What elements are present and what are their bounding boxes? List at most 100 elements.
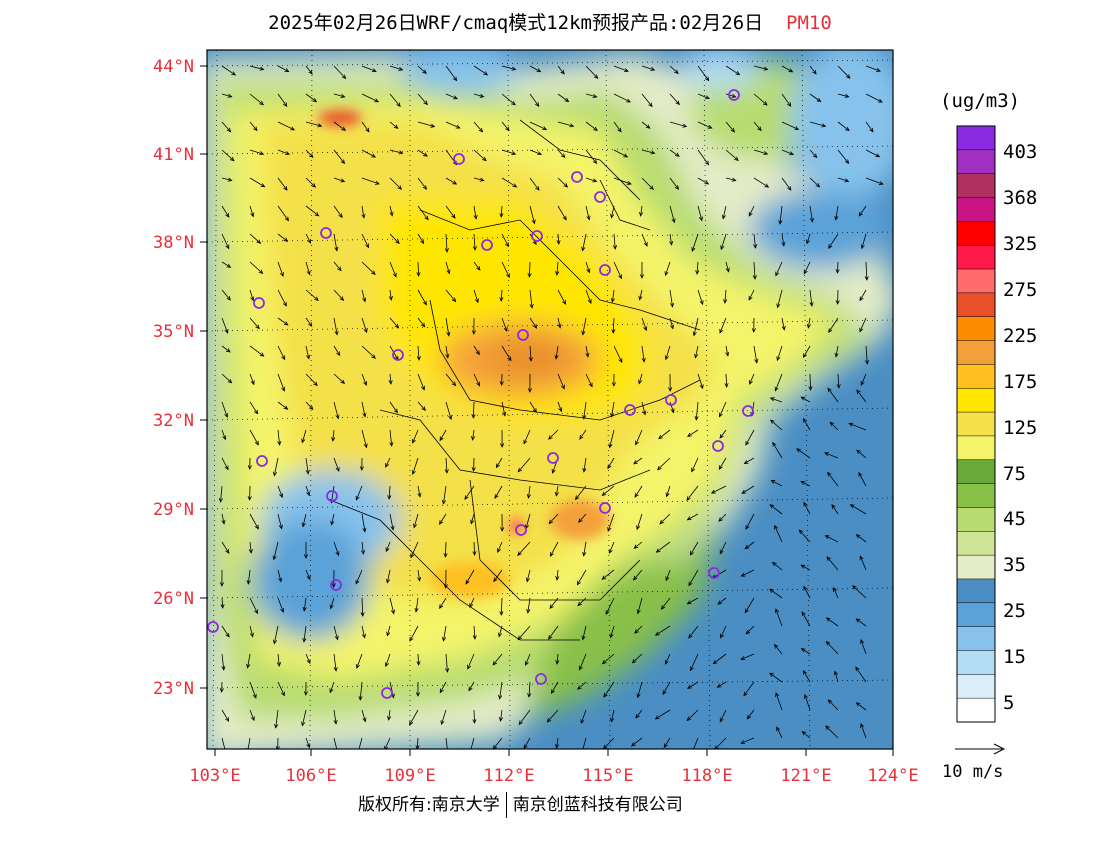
wind-arrow xyxy=(529,177,540,191)
wind-arrow xyxy=(415,681,421,697)
wind-arrow xyxy=(501,345,512,362)
city-markers xyxy=(207,89,754,699)
wind-arrow xyxy=(443,569,448,589)
wind-arrow xyxy=(221,373,233,384)
wind-arrow xyxy=(801,611,811,627)
wind-arrow xyxy=(775,608,783,627)
colorbar-label: 275 xyxy=(1003,279,1037,301)
wind-arrow xyxy=(493,569,503,583)
wind-arrow xyxy=(802,417,811,431)
wind-arrow xyxy=(333,653,338,672)
wind-arrow xyxy=(613,93,631,103)
wind-arrow xyxy=(246,653,251,669)
wind-arrow xyxy=(417,93,428,106)
wind-arrow xyxy=(578,513,587,523)
wind-arrow xyxy=(710,485,727,494)
wind-arrow xyxy=(837,121,850,132)
wind-arrow xyxy=(249,261,264,275)
wind-arrow xyxy=(411,429,419,444)
city-marker xyxy=(728,89,740,101)
wind-arrow xyxy=(776,726,783,739)
wind-arrow xyxy=(221,709,230,722)
wind-arrow xyxy=(305,317,313,327)
wind-arrow xyxy=(753,65,769,71)
city-marker xyxy=(624,404,636,416)
wind-arrow xyxy=(697,121,713,129)
wind-arrow xyxy=(249,401,259,415)
wind-arrow xyxy=(781,121,800,130)
wind-arrow xyxy=(529,65,542,73)
lat-tick-label: 29°N xyxy=(153,500,194,520)
wind-arrow xyxy=(753,93,768,106)
wind-arrow xyxy=(585,177,598,183)
city-marker xyxy=(326,490,338,502)
wind-arrow xyxy=(249,205,255,218)
wind-arrow xyxy=(808,373,813,391)
wind-arrow xyxy=(218,485,223,503)
wind-arrow xyxy=(752,261,757,280)
wind-arrow xyxy=(517,457,531,473)
wind-arrow xyxy=(389,261,397,278)
colorbar-swatch xyxy=(957,388,995,413)
colorbar-label: 75 xyxy=(1003,463,1026,485)
wind-arrow xyxy=(686,597,699,605)
wind-arrow xyxy=(305,121,323,128)
wind-arrow xyxy=(471,429,476,441)
wind-arrow xyxy=(389,317,400,329)
wind-arrow xyxy=(471,401,476,419)
wind-arrow xyxy=(748,205,755,217)
wind-arrow xyxy=(809,149,818,159)
wind-arrow xyxy=(473,177,485,182)
wind-arrow xyxy=(849,504,867,515)
wind-arrow xyxy=(529,205,536,225)
wind-arrow xyxy=(546,709,559,723)
wind-arrow xyxy=(581,625,587,641)
wind-arrow xyxy=(778,205,783,225)
wind-arrow xyxy=(809,121,827,128)
wind-arrow xyxy=(529,121,548,131)
wind-arrow xyxy=(582,401,587,420)
wind-arrow xyxy=(641,65,656,71)
wind-arrow xyxy=(776,345,783,362)
wind-arrow xyxy=(743,457,755,464)
wind-arrow xyxy=(719,429,727,439)
wind-arrow xyxy=(633,541,643,549)
wind-arrow xyxy=(529,401,537,413)
wind-arrow xyxy=(865,177,884,185)
wind-arrow xyxy=(745,625,755,635)
wind-arrow xyxy=(716,681,727,688)
wind-arrow xyxy=(697,93,710,100)
wind-arrow xyxy=(445,121,461,129)
wind-arrow xyxy=(772,441,783,459)
wind-arrow xyxy=(517,625,531,641)
lon-tick-label: 118°E xyxy=(681,766,732,786)
wind-arrow xyxy=(221,653,226,671)
wind-arrow xyxy=(221,261,232,268)
wind-arrow xyxy=(740,737,755,744)
wind-arrow xyxy=(333,401,340,420)
wind-arrow xyxy=(416,653,421,666)
wind-arrow xyxy=(719,541,727,555)
wind-arrow xyxy=(669,205,676,224)
colorbar-label: 368 xyxy=(1003,187,1037,209)
wind-arrow xyxy=(246,569,251,585)
wind-arrow xyxy=(633,457,643,465)
wind-arrow xyxy=(331,429,336,442)
wind-arrow xyxy=(718,457,727,470)
wind-arrow xyxy=(555,653,560,665)
wind-arrow xyxy=(247,485,252,501)
wind-arrow xyxy=(272,541,279,561)
wind-arrow xyxy=(305,401,314,411)
colorbar-swatch xyxy=(957,269,995,294)
wind-arrow xyxy=(668,373,673,392)
wind-arrow xyxy=(669,93,680,106)
wind-arrow xyxy=(858,205,867,217)
map-frame xyxy=(206,49,894,750)
wind-arrow xyxy=(529,93,540,107)
city-marker xyxy=(535,673,547,685)
wind-arrow xyxy=(781,233,786,247)
wind-arrow xyxy=(333,289,345,301)
wind-arrow xyxy=(601,569,615,580)
wind-arrow xyxy=(613,345,623,364)
wind-arrow xyxy=(221,401,229,418)
